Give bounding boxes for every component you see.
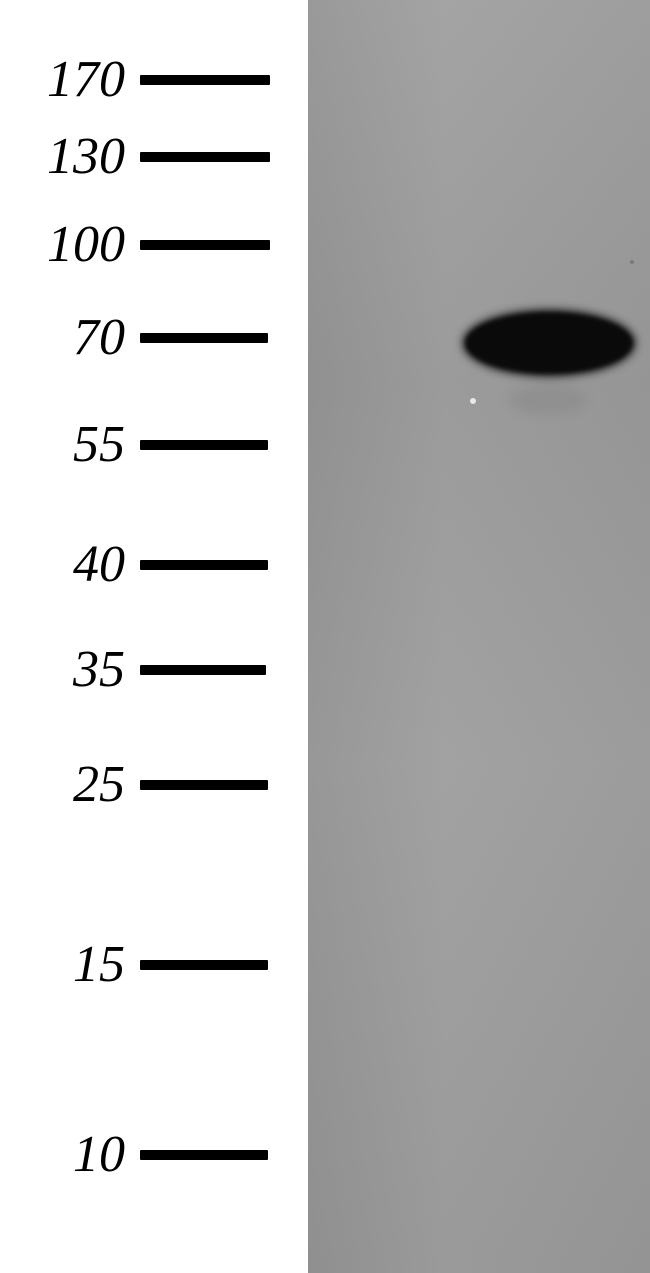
marker-label: 25: [0, 755, 140, 814]
marker-tick: [140, 440, 268, 450]
marker-tick: [140, 152, 270, 162]
marker-label: 55: [0, 415, 140, 474]
marker-row: 70: [0, 308, 300, 367]
marker-row: 35: [0, 640, 300, 699]
marker-tick: [140, 240, 270, 250]
marker-row: 130: [0, 127, 300, 186]
blot-membrane-panel: [308, 0, 650, 1273]
marker-tick: [140, 560, 268, 570]
marker-label: 10: [0, 1125, 140, 1184]
marker-row: 15: [0, 935, 300, 994]
marker-label: 70: [0, 308, 140, 367]
marker-tick: [140, 1150, 268, 1160]
marker-tick: [140, 780, 268, 790]
marker-tick: [140, 960, 268, 970]
marker-label: 15: [0, 935, 140, 994]
marker-row: 25: [0, 755, 300, 814]
marker-label: 40: [0, 535, 140, 594]
marker-label: 35: [0, 640, 140, 699]
marker-row: 40: [0, 535, 300, 594]
membrane-gradient: [308, 0, 650, 1273]
marker-tick: [140, 75, 270, 85]
marker-row: 55: [0, 415, 300, 474]
noise-spot: [470, 398, 476, 404]
marker-row: 10: [0, 1125, 300, 1184]
marker-tick: [140, 333, 268, 343]
marker-label: 100: [0, 215, 140, 274]
marker-row: 100: [0, 215, 300, 274]
marker-label: 170: [0, 50, 140, 109]
marker-row: 170: [0, 50, 300, 109]
blot-smudge: [508, 385, 588, 415]
molecular-weight-ladder: 170 130 100 70 55 40 35 25 15 10: [0, 0, 300, 1273]
protein-band: [465, 312, 633, 374]
western-blot-figure: 170 130 100 70 55 40 35 25 15 10: [0, 0, 650, 1273]
marker-tick: [140, 665, 266, 675]
marker-label: 130: [0, 127, 140, 186]
noise-spot: [630, 260, 634, 264]
